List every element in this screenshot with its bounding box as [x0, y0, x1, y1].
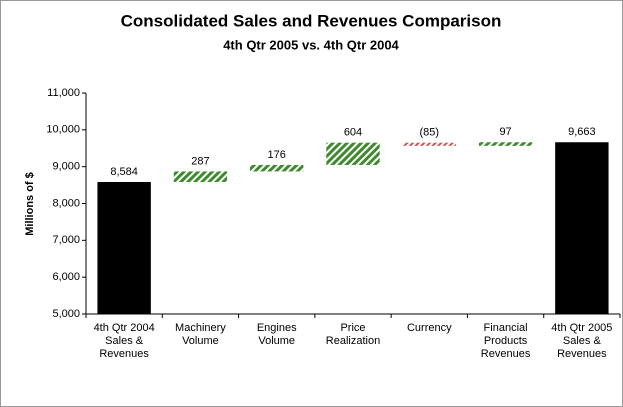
y-tick-label: 9,000: [52, 161, 80, 173]
x-tick-label: Machinery Volume: [175, 322, 226, 347]
x-tick-label: Financial Products Revenues: [480, 322, 531, 360]
value-label: 176: [268, 149, 286, 161]
y-tick-label: 7,000: [52, 234, 80, 246]
value-label: 8,584: [110, 166, 138, 178]
value-label: 97: [499, 126, 511, 138]
value-label: 604: [344, 127, 362, 139]
y-tick-label: 5,000: [52, 308, 80, 320]
bar: [250, 164, 304, 172]
y-tick-label: 6,000: [52, 271, 80, 283]
y-axis-label: Millions of $: [24, 172, 36, 236]
bar: [402, 142, 456, 146]
chart-title: Consolidated Sales and Revenues Comparis…: [121, 11, 502, 30]
x-tick-label: 4th Qtr 2004 Sales & Revenues: [93, 322, 155, 360]
y-tick-label: 10,000: [46, 124, 80, 136]
bar: [97, 181, 151, 314]
value-label: (85): [420, 127, 440, 139]
x-tick-label: Engines Volume: [256, 322, 297, 347]
bar: [478, 142, 533, 146]
bar: [555, 142, 609, 314]
bar: [326, 142, 380, 165]
y-tick-label: 8,000: [52, 197, 80, 209]
value-label: 9,663: [568, 126, 596, 138]
x-tick-label: Price Realization: [325, 322, 381, 347]
x-tick-label: Currency: [406, 322, 452, 334]
value-label: 287: [191, 155, 209, 167]
x-tick-label: 4th Qtr 2005 Sales & Revenues: [551, 322, 613, 360]
bar: [173, 171, 228, 182]
chart-subtitle: 4th Qtr 2005 vs. 4th Qtr 2004: [223, 37, 399, 52]
y-tick-label: 11,000: [47, 87, 80, 99]
